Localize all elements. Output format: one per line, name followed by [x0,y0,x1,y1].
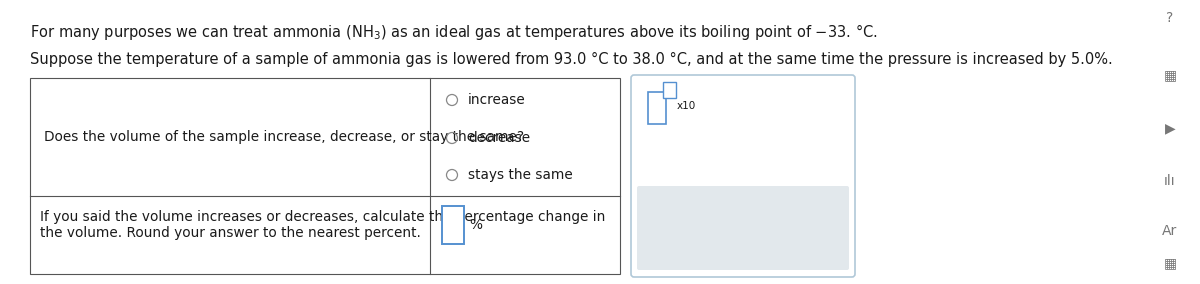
Text: %: % [469,218,482,232]
Text: ↺: ↺ [768,219,784,237]
Text: ▦: ▦ [1164,68,1176,82]
Bar [30,78,620,274]
Text: Ar: Ar [1163,224,1177,238]
Text: decrease: decrease [468,131,530,145]
Text: x10: x10 [677,101,696,111]
FancyBboxPatch shape [631,75,854,277]
Text: stays the same: stays the same [468,168,572,182]
Text: If you said the volume increases or decreases, calculate the percentage change i: If you said the volume increases or decr… [40,210,605,224]
Text: Suppose the temperature of a sample of ammonia gas is lowered from 93.0 °C to 38: Suppose the temperature of a sample of a… [30,52,1112,67]
Text: ▦: ▦ [1164,256,1176,270]
Text: the volume. Round your answer to the nearest percent.: the volume. Round your answer to the nea… [40,226,421,240]
Text: ▶: ▶ [1165,121,1175,135]
Text: Does the volume of the sample increase, decrease, or stay the same?: Does the volume of the sample increase, … [44,130,524,144]
Text: ×: × [703,219,718,237]
Bar [648,92,666,124]
Text: For many purposes we can treat ammonia $\left(\mathrm{NH_3}\right)$ as an ideal : For many purposes we can treat ammonia $… [30,22,877,42]
Bar [442,206,464,244]
FancyBboxPatch shape [637,186,850,270]
Text: increase: increase [468,93,526,107]
Text: ?: ? [1166,11,1174,25]
Bar [662,82,676,98]
Text: ılı: ılı [1164,174,1176,188]
